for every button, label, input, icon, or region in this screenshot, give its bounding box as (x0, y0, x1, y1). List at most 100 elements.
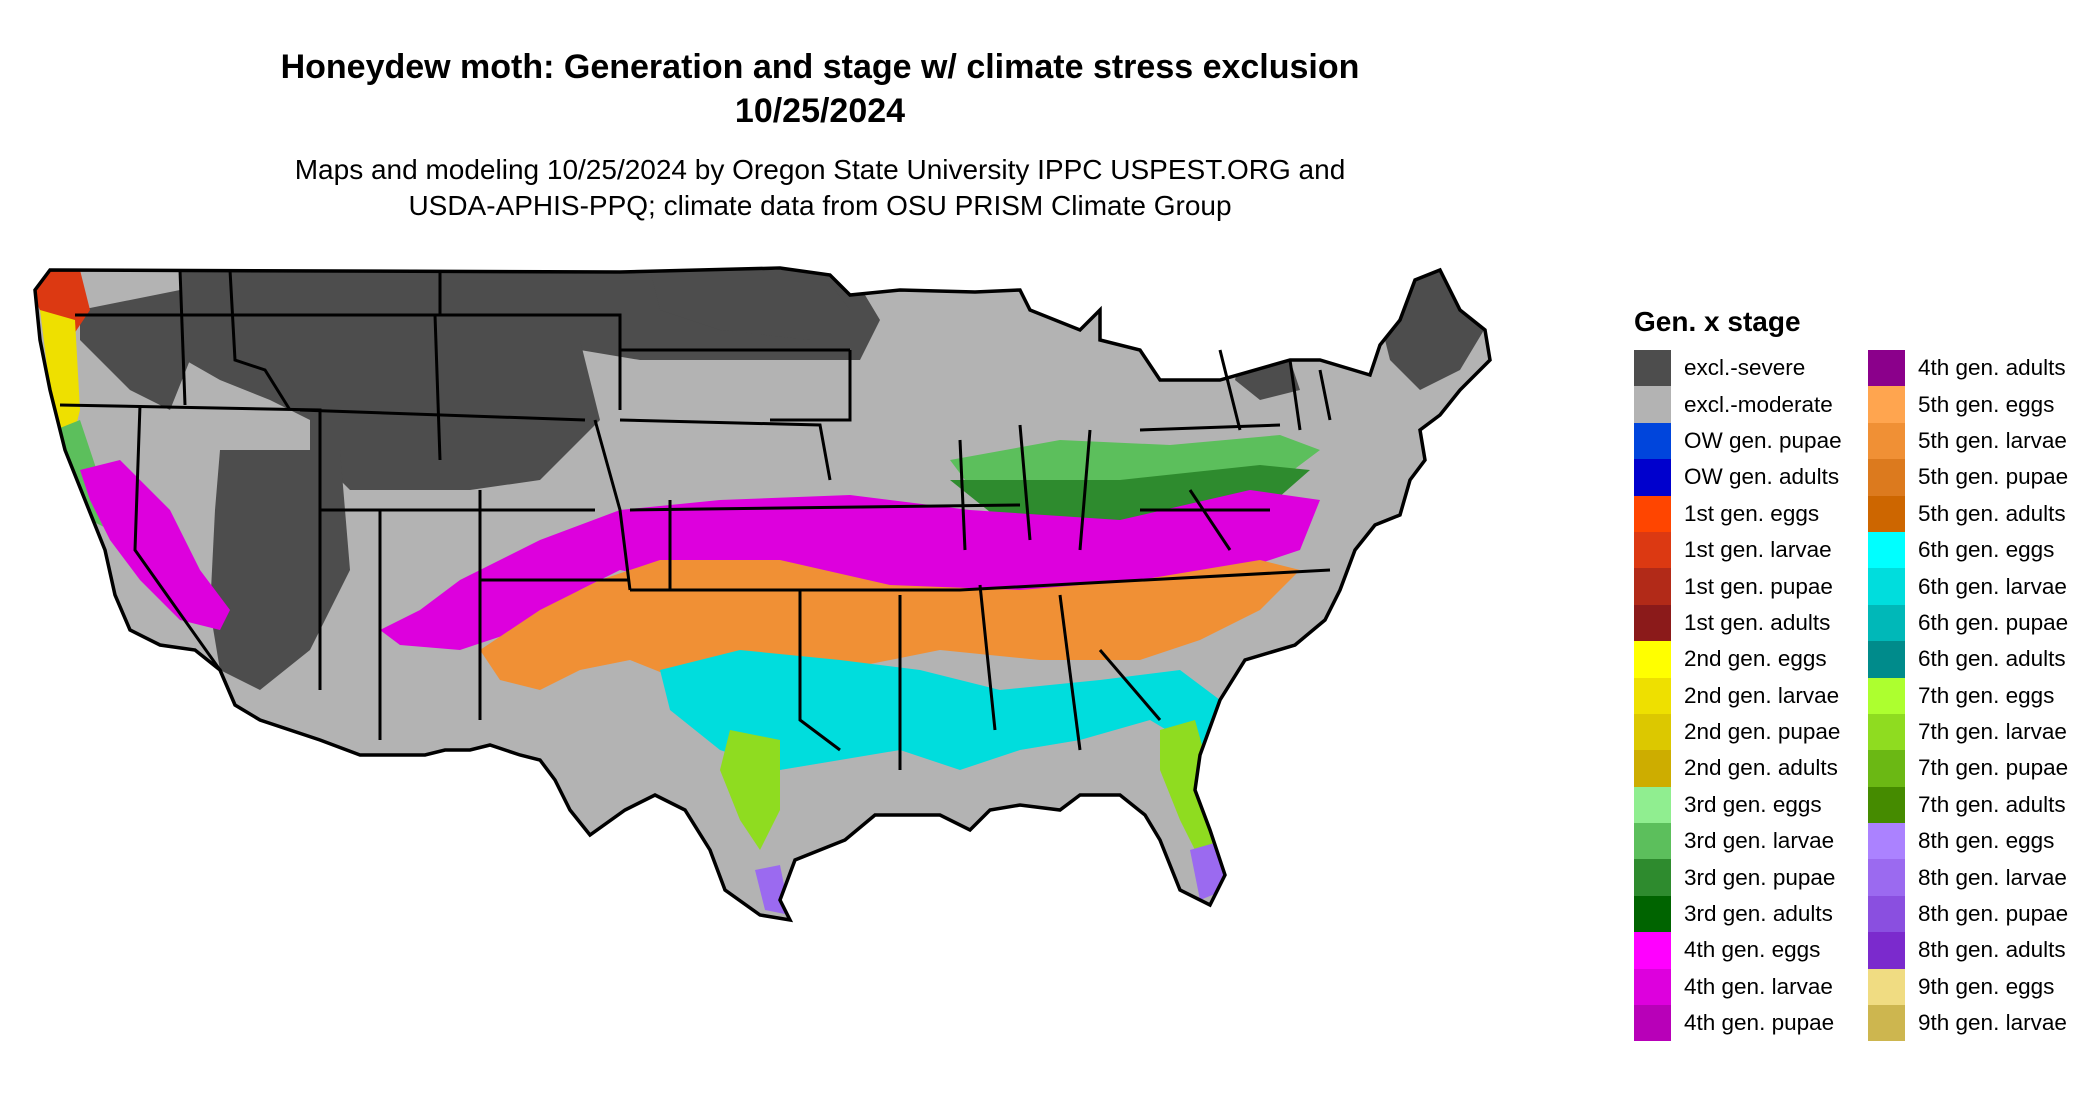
legend-swatch (1634, 823, 1671, 860)
legend-swatch (1868, 677, 1905, 714)
legend-swatch (1868, 1005, 1905, 1042)
legend-swatch (1634, 495, 1671, 532)
legend-swatch (1868, 932, 1905, 969)
legend-column-2: 4th gen. adults 5th gen. eggs 5th gen. lar… (1868, 350, 2069, 1042)
legend-swatch (1868, 350, 1905, 387)
region-california-fourth-gen (80, 460, 230, 630)
legend-swatch (1634, 895, 1671, 933)
legend-swatch (1634, 677, 1671, 714)
legend-label: 3rd gen. eggs (1684, 791, 1822, 817)
region-fourth-gen (380, 490, 1320, 650)
legend-label: 5th gen. adults (1918, 500, 2066, 526)
legend-label: 2nd gen. adults (1684, 755, 1838, 781)
legend-swatch (1868, 713, 1905, 751)
legend-item: excl.-severe (1634, 350, 1842, 387)
legend-swatch (1634, 968, 1671, 1006)
legend-label: 5th gen. pupae (1918, 464, 2069, 490)
legend-item: 8th gen. eggs (1868, 823, 2068, 860)
legend-label: 1st gen. larvae (1684, 537, 1832, 563)
legend-label: 5th gen. eggs (1918, 391, 2055, 417)
legend-item: 4th gen. larvae (1634, 968, 1842, 1006)
legend-item: 1st gen. adults (1634, 604, 1842, 642)
legend-label: 8th gen. pupae (1918, 901, 2069, 927)
legend-label: 6th gen. eggs (1918, 537, 2055, 563)
region-seventh-gen-texas (720, 730, 780, 850)
legend-item: 2nd gen. eggs (1634, 641, 1842, 678)
legend-item: 4th gen. adults (1868, 350, 2068, 387)
legend-label: OW gen. adults (1684, 464, 1840, 490)
region-severe-minnesota (650, 270, 850, 340)
legend-item: 5th gen. eggs (1868, 386, 2068, 423)
legend-swatch (1634, 932, 1671, 969)
legend-swatch (1634, 568, 1671, 605)
legend-swatch (1868, 895, 1905, 933)
legend-label: 7th gen. pupae (1918, 755, 2069, 781)
legend-label: 9th gen. eggs (1918, 973, 2055, 999)
legend-item: 7th gen. eggs (1868, 677, 2068, 714)
region-third-gen (950, 465, 1310, 530)
legend-item: 8th gen. larvae (1868, 859, 2068, 896)
legend-label: 7th gen. adults (1918, 791, 2066, 817)
legend-swatch (1868, 641, 1905, 678)
legend-item: 1st gen. eggs (1634, 495, 1842, 532)
legend-swatch (1868, 568, 1905, 605)
legend-item: 2nd gen. pupae (1634, 713, 1842, 751)
region-severe-southwest (210, 450, 350, 690)
legend-label: 4th gen. pupae (1684, 1010, 1835, 1036)
region-west-coast-yellow (40, 310, 80, 450)
legend-swatch (1868, 531, 1905, 569)
map-subtitle-line-1: Maps and modeling 10/25/2024 by Oregon S… (294, 154, 1346, 185)
legend-item: 6th gen. pupae (1868, 604, 2069, 642)
legend-swatch (1868, 604, 1905, 642)
legend-swatch (1634, 422, 1671, 460)
legend-label: 4th gen. larvae (1684, 973, 1833, 999)
legend-item: 3rd gen. pupae (1634, 859, 1842, 896)
legend-label: 7th gen. larvae (1918, 719, 2067, 745)
legend-swatch (1634, 641, 1671, 678)
state-boundaries (59, 269, 1332, 770)
region-severe-nevada (80, 290, 190, 410)
legend-swatch (1868, 786, 1905, 824)
region-fifth-gen (480, 560, 1300, 690)
legend-item: 3rd gen. larvae (1634, 823, 1842, 860)
legend-label: excl.-moderate (1684, 391, 1833, 417)
legend-item: 2nd gen. adults (1634, 750, 1842, 787)
legend-item: 6th gen. eggs (1868, 531, 2068, 569)
legend-swatch (1868, 495, 1905, 532)
legend-label: 6th gen. adults (1918, 646, 2066, 672)
legend-swatch (1634, 713, 1671, 751)
legend-swatch (1634, 459, 1671, 496)
legend-label: 4th gen. eggs (1684, 937, 1821, 963)
legend-label: 8th gen. adults (1918, 937, 2066, 963)
legend-item: 8th gen. adults (1868, 932, 2068, 969)
legend-item: 9th gen. eggs (1868, 968, 2068, 1006)
map-fill-regions (35, 268, 1490, 920)
legend-label: 7th gen. eggs (1918, 682, 2055, 708)
legend-item: 7th gen. pupae (1868, 750, 2069, 787)
legend-swatch (1634, 604, 1671, 642)
legend-label: 6th gen. pupae (1918, 609, 2069, 635)
legend-label: 5th gen. larvae (1918, 427, 2067, 453)
map-title: Honeydew moth: Generation and stage w/ c… (280, 48, 1360, 86)
legend-swatch (1868, 859, 1905, 896)
legend-label: 6th gen. larvae (1918, 573, 2067, 599)
legend-label: excl.-severe (1684, 355, 1806, 381)
legend-label: 1st gen. eggs (1684, 500, 1820, 526)
legend-column-1: excl.-severe excl.-moderate OW gen. pupae O… (1634, 350, 1842, 1042)
us-gen-stage-map (33, 266, 1492, 922)
legend-item: OW gen. pupae (1634, 422, 1842, 460)
legend-item: 5th gen. larvae (1868, 422, 2068, 460)
legend-item: 7th gen. adults (1868, 786, 2068, 824)
legend-item: 4th gen. eggs (1634, 932, 1842, 969)
legend-label: 2nd gen. pupae (1684, 719, 1841, 745)
legend-swatch (1634, 350, 1671, 387)
legend-item: 6th gen. adults (1868, 641, 2068, 678)
legend-swatch (1634, 531, 1671, 569)
legend-swatch (1634, 750, 1671, 787)
legend-item: 1st gen. pupae (1634, 568, 1842, 605)
legend-swatch (1868, 422, 1905, 460)
legend-label: 3rd gen. pupae (1684, 864, 1836, 890)
legend-item: excl.-moderate (1634, 386, 1842, 423)
legend-swatch (1634, 386, 1671, 423)
legend-swatch (1868, 823, 1905, 860)
